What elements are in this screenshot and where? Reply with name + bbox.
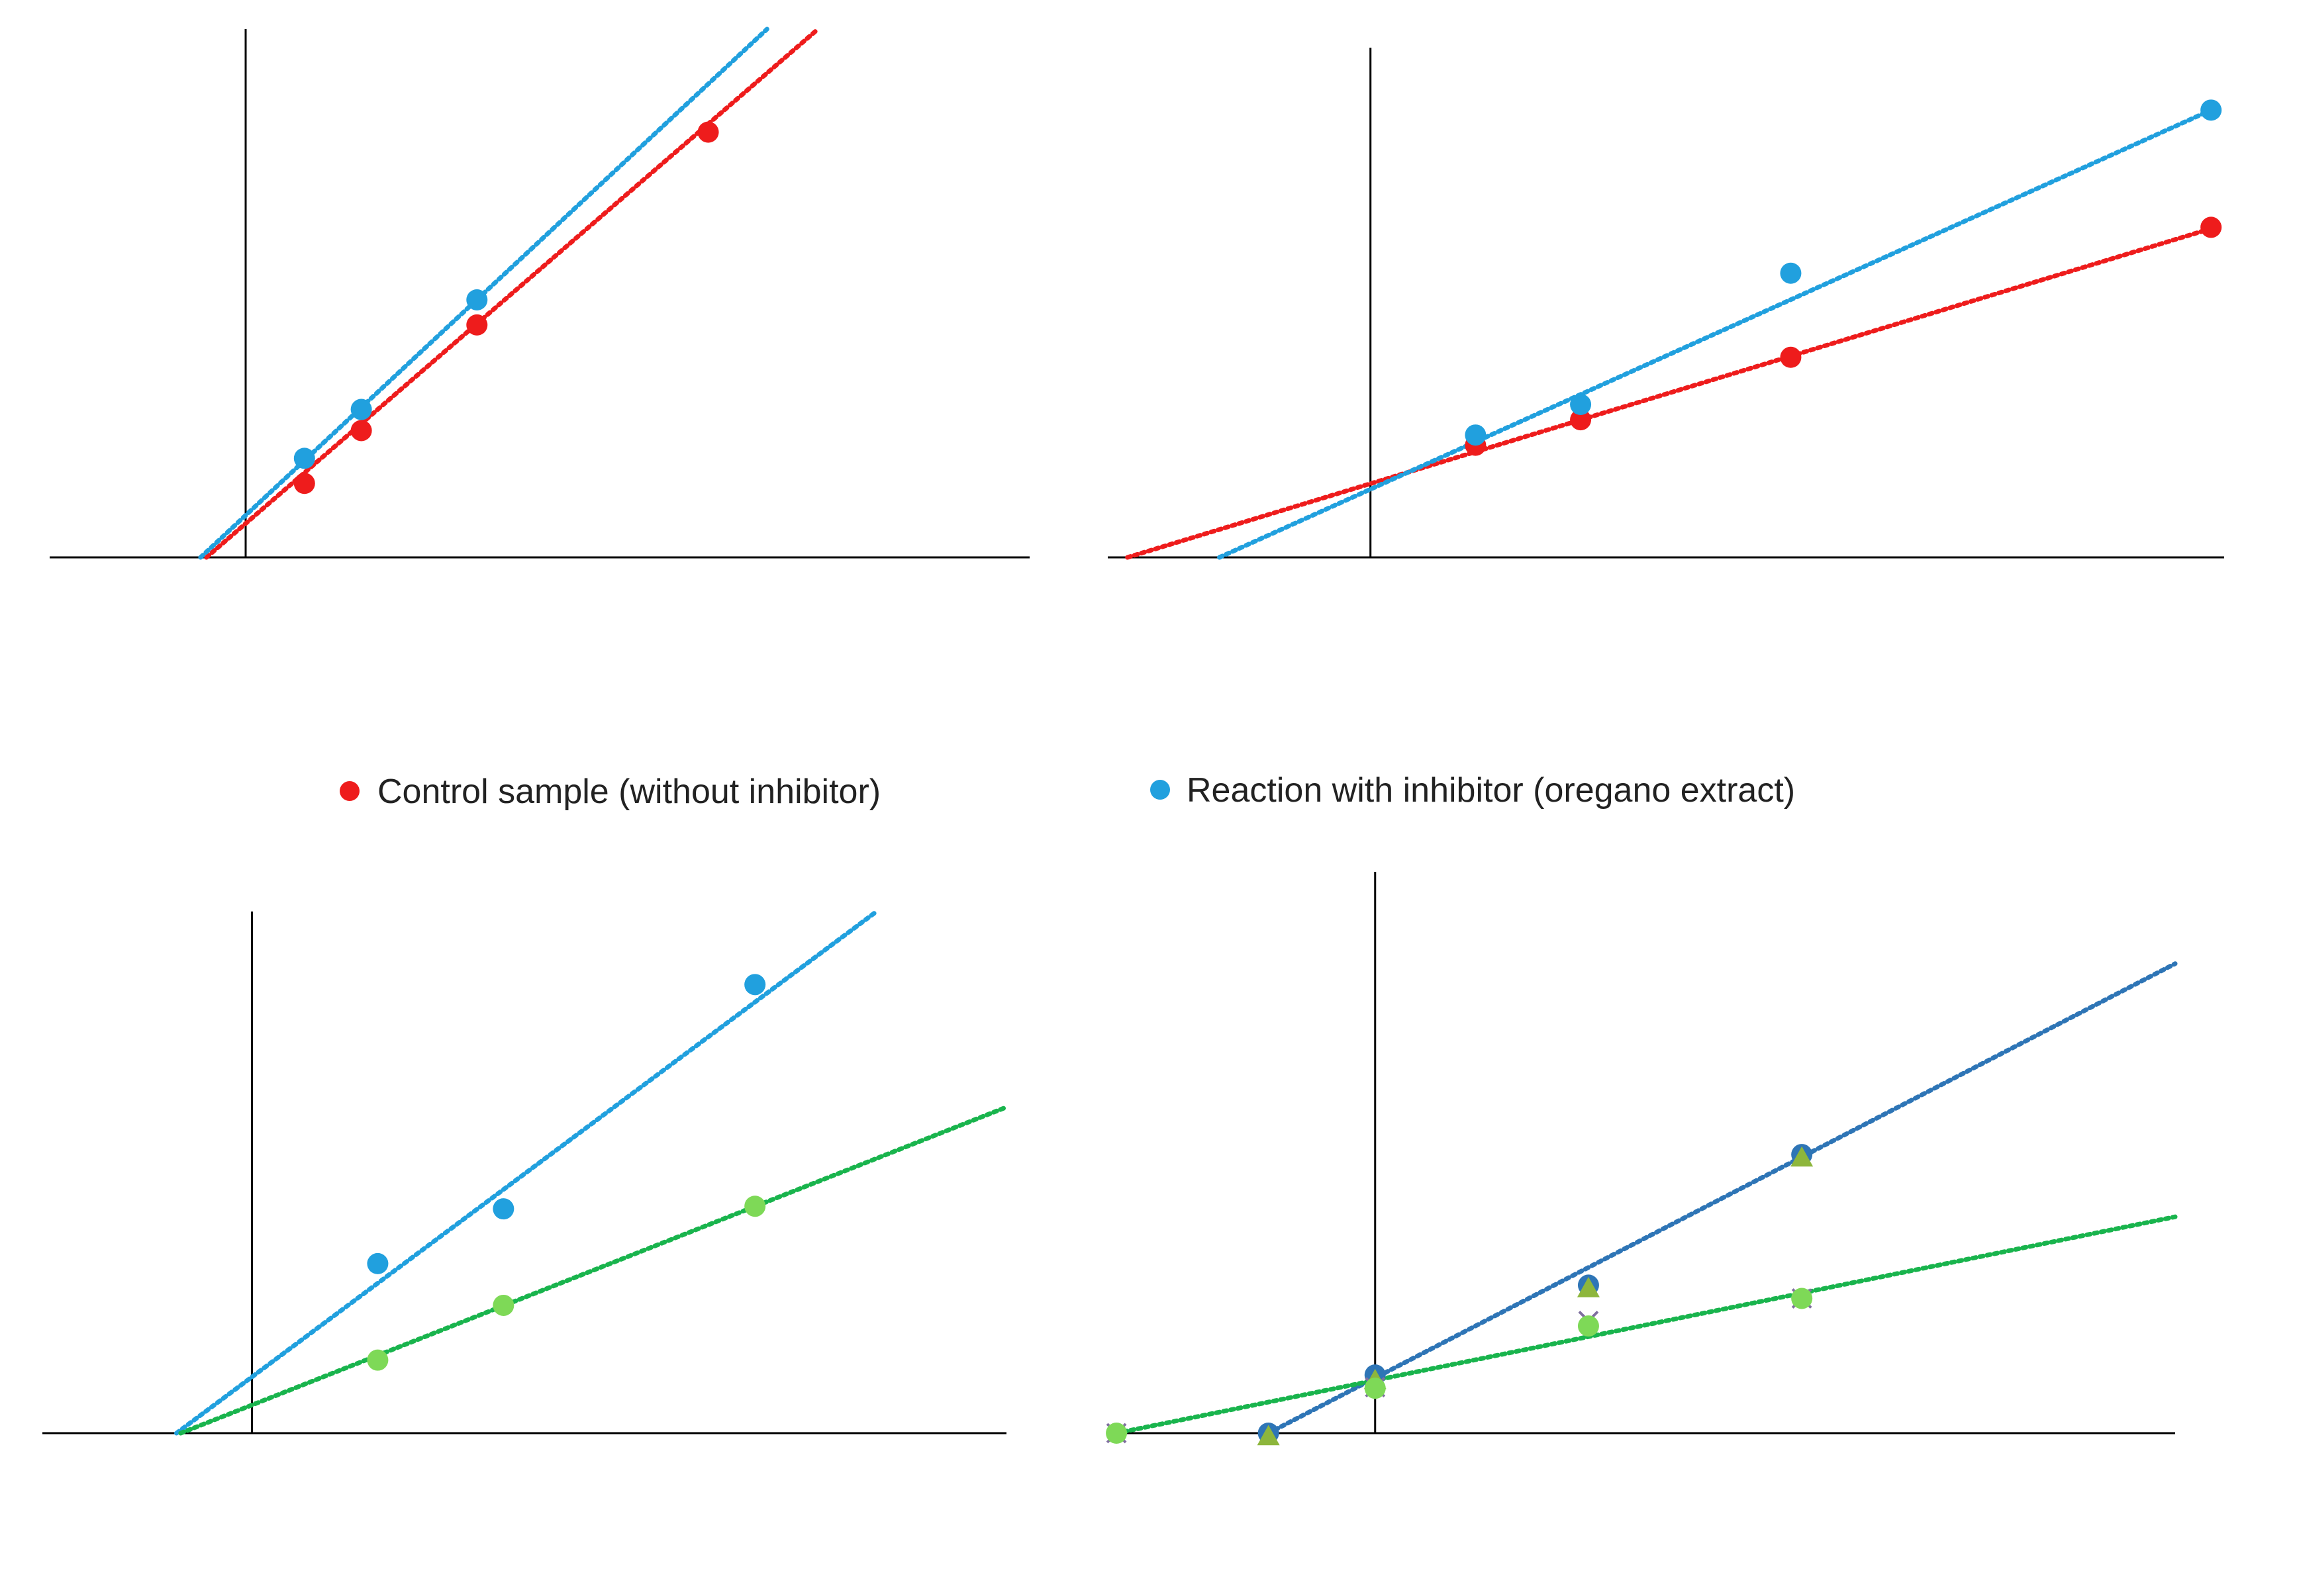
data-point	[367, 1349, 389, 1371]
data-point	[1577, 1277, 1600, 1297]
trendline-1	[1266, 961, 2178, 1436]
data-point	[1577, 1315, 1599, 1337]
data-point	[1364, 1378, 1386, 1399]
legend-marker-inhibitor	[1150, 780, 1170, 800]
data-point	[697, 121, 719, 143]
data-point	[2200, 216, 2222, 238]
data-point	[2200, 99, 2222, 121]
data-point	[1780, 346, 1802, 368]
data-point	[1570, 409, 1592, 431]
data-point	[744, 1196, 766, 1217]
trendline-1	[174, 909, 879, 1436]
panel-d	[1106, 872, 2178, 1446]
data-point	[1780, 262, 1802, 284]
data-point	[293, 473, 315, 494]
data-point	[1465, 424, 1487, 446]
legend-label-inhibitor: Reaction with inhibitor (oregano extract…	[1187, 771, 1795, 810]
data-point	[1790, 1146, 1814, 1167]
data-point	[350, 420, 372, 442]
legend-label-control: Control sample (without inhibitor)	[377, 773, 881, 811]
trendline-2	[1217, 107, 2214, 560]
data-point	[493, 1198, 514, 1220]
data-point	[1791, 1288, 1813, 1309]
data-point	[744, 974, 766, 996]
data-point	[493, 1294, 514, 1316]
trendline-1	[1125, 226, 2214, 560]
trendline-2	[178, 1105, 1009, 1436]
data-point	[1570, 394, 1592, 415]
data-point	[1106, 1423, 1128, 1444]
data-point	[466, 289, 488, 310]
trendline-1	[204, 26, 820, 560]
panel-b	[1108, 48, 2224, 560]
data-point	[1257, 1425, 1280, 1446]
panel-a	[50, 26, 1030, 560]
trendline-4	[1114, 1214, 2178, 1436]
legend: Control sample (without inhibitor) React…	[340, 771, 1795, 811]
legend-marker-control	[340, 781, 360, 801]
data-point	[466, 314, 488, 336]
data-point	[350, 399, 372, 420]
data-point	[293, 447, 315, 469]
data-point	[367, 1252, 389, 1274]
panel-c	[42, 909, 1009, 1436]
